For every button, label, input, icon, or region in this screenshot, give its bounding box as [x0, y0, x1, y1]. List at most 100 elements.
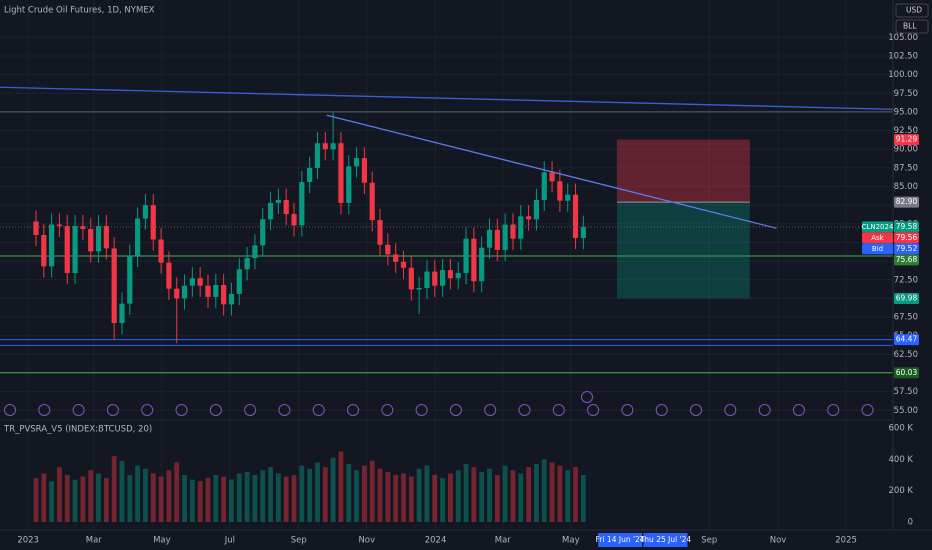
x-tick-label: Mar — [495, 536, 512, 546]
event-icon — [484, 404, 497, 416]
volume-bar — [96, 473, 101, 522]
volume-bar — [369, 460, 375, 522]
candle-body — [338, 143, 344, 203]
volume-bar — [291, 475, 297, 522]
volume-bar — [526, 467, 532, 522]
candle-body — [393, 254, 399, 262]
volume-tick-label: 200 K — [889, 486, 914, 496]
event-icon — [415, 404, 428, 416]
price-label-box — [894, 254, 919, 266]
volume-bar — [315, 462, 320, 522]
event-icon — [690, 404, 702, 416]
candle-body — [400, 261, 407, 268]
candle-body — [33, 221, 39, 235]
price-axis — [893, 0, 932, 550]
price-label-box — [894, 293, 919, 305]
candle-body — [267, 202, 274, 220]
volume-bar — [416, 468, 422, 522]
volume-bar — [33, 478, 39, 522]
volume-bar — [127, 475, 133, 522]
x-tick-label: May — [562, 536, 580, 546]
volume-tick-label: 0 — [908, 518, 913, 528]
candle-body — [213, 284, 219, 297]
event-icon — [449, 404, 462, 416]
volume-bar — [502, 465, 508, 522]
candle-body — [291, 214, 297, 226]
price-tag-box — [862, 232, 893, 244]
event-icon — [758, 404, 771, 416]
volume-bar — [174, 462, 180, 522]
volume-bar — [448, 473, 453, 522]
y-tick-label: 87.50 — [894, 163, 918, 173]
candle-body — [150, 205, 156, 240]
candle-body — [494, 229, 500, 250]
volume-bar — [440, 478, 445, 522]
volume-bar — [72, 479, 78, 522]
event-icon — [518, 404, 531, 416]
date-highlight-label: Fri 14 Jun '24 — [596, 535, 645, 544]
y-tick-label: 92.50 — [894, 126, 918, 136]
volume-tick-label: 600 K — [889, 424, 914, 434]
trendline — [326, 114, 777, 229]
volume-bar — [182, 475, 187, 522]
event-icon — [861, 404, 874, 416]
candle-body — [346, 166, 352, 203]
y-tick-label: 105.00 — [888, 33, 918, 43]
candle-body — [549, 172, 555, 182]
event-icon — [4, 404, 16, 416]
volume-bar — [80, 476, 86, 522]
candle-body — [557, 181, 563, 201]
volume-bar — [330, 457, 336, 522]
time-axis — [0, 530, 932, 550]
volume-bar — [487, 468, 492, 522]
date-highlight-label: Thu 25 Jul '24 — [639, 535, 692, 544]
candle-body — [111, 248, 117, 324]
volume-bar — [580, 475, 586, 522]
event-icon — [209, 404, 222, 416]
candle-body — [408, 267, 414, 290]
event-icon — [621, 404, 634, 416]
candle-body — [369, 182, 375, 221]
candle-body — [361, 158, 367, 183]
y-tick-label: 55.00 — [894, 406, 918, 416]
candle-body — [174, 288, 180, 299]
event-icon — [278, 404, 291, 416]
event-icon — [38, 404, 51, 416]
volume-bar — [401, 473, 406, 522]
price-label-box — [894, 367, 919, 379]
price-tag: CLN2024 — [862, 223, 894, 231]
candle-body — [135, 218, 141, 256]
candle-body — [455, 273, 461, 279]
price-label: 75.68 — [896, 255, 918, 264]
event-icon — [581, 391, 593, 403]
volume-bar — [213, 475, 219, 522]
volume-bar — [197, 481, 203, 522]
candle-body — [49, 224, 55, 267]
candle-body — [283, 199, 289, 215]
price-label-box — [894, 334, 919, 346]
candle-body — [236, 269, 242, 294]
candle-body — [244, 258, 250, 270]
price-label-box — [894, 221, 919, 233]
volume-bar — [283, 476, 289, 522]
candle-body — [322, 143, 328, 150]
indicator-title: TR_PVSRA_V5 (INDEX:BTCUSD, 20) — [3, 425, 152, 435]
x-tick-label: Nov — [358, 536, 375, 546]
event-icon — [347, 404, 359, 416]
event-icon — [827, 404, 840, 416]
x-tick-label: 2024 — [425, 536, 447, 546]
volume-bar — [463, 464, 469, 522]
stop-zone — [616, 139, 750, 203]
candle-body — [447, 270, 454, 279]
volume-bar — [479, 471, 485, 522]
y-tick-label: 95.00 — [894, 107, 918, 117]
volume-bar — [135, 465, 141, 522]
volume-bar — [236, 473, 242, 522]
volume-bar — [299, 465, 305, 522]
price-label: 79.52 — [896, 244, 918, 253]
unit: BLL — [903, 22, 917, 31]
price-label-box — [894, 196, 919, 208]
volume-bar — [549, 462, 555, 522]
x-tick-label: 2025 — [835, 536, 857, 546]
volume-bar — [573, 467, 578, 522]
